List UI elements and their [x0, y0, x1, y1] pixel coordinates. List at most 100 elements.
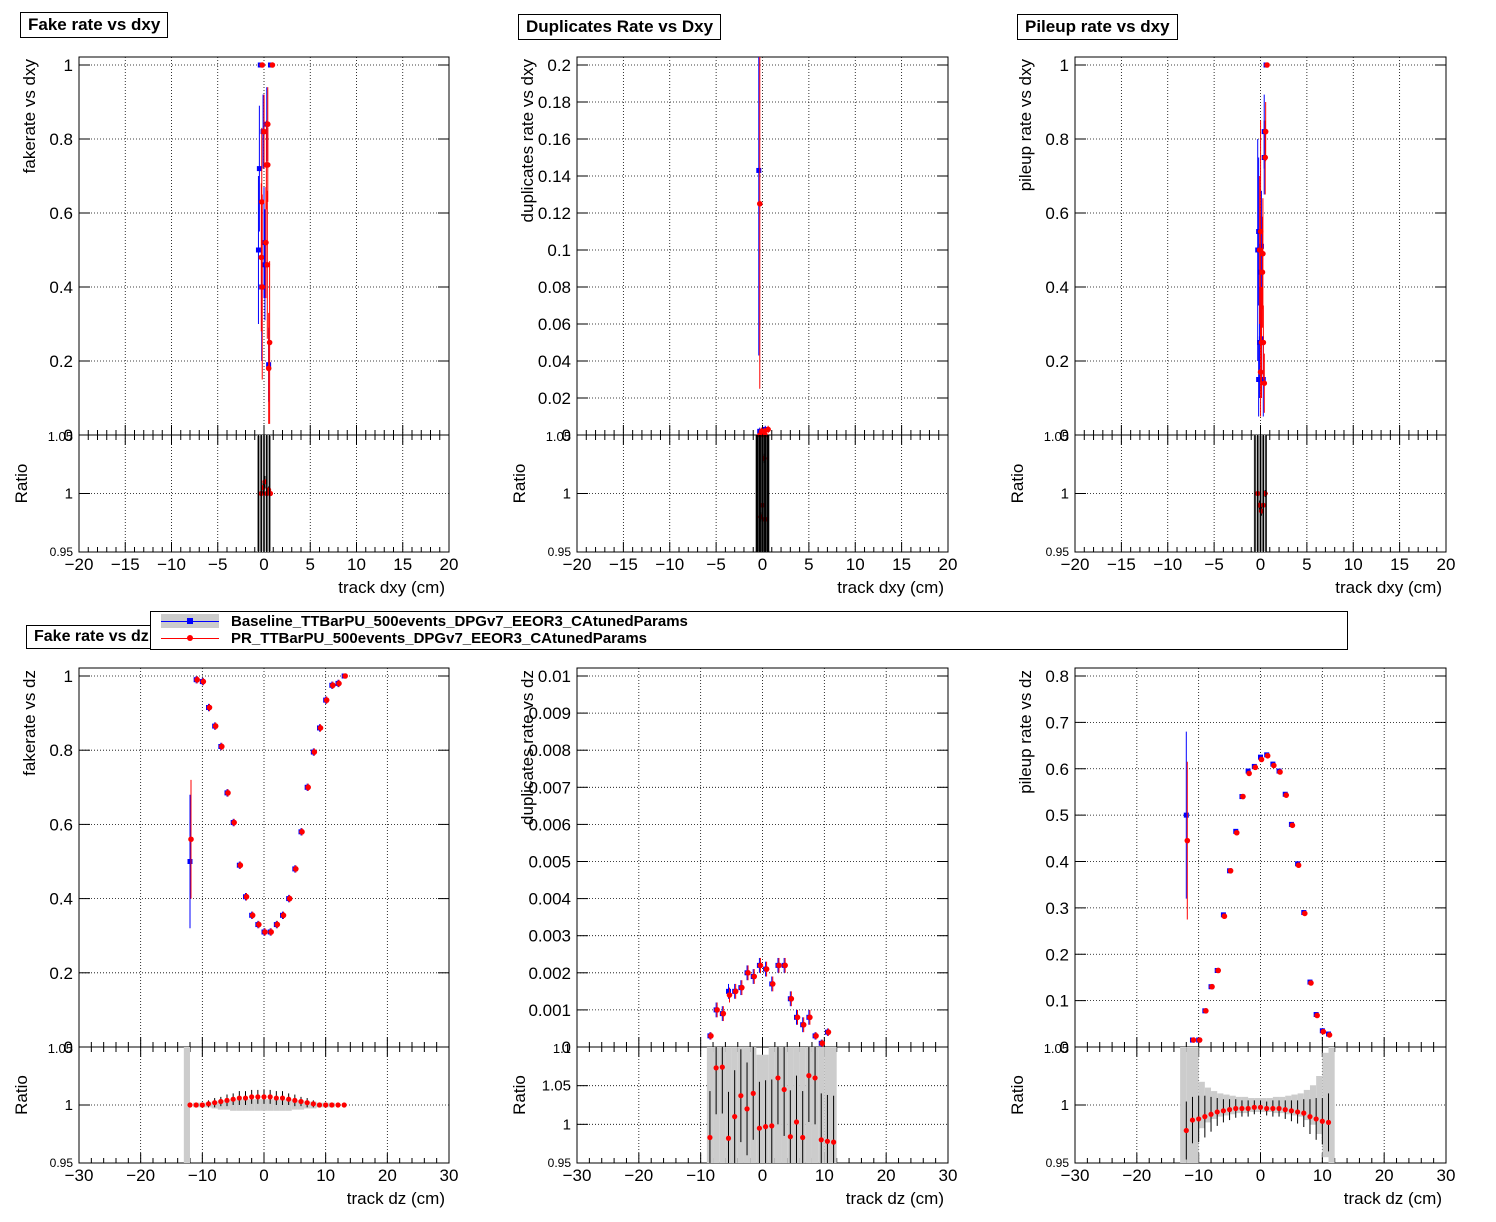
y-tick-label: 0	[562, 426, 571, 445]
pr-marker	[819, 1040, 826, 1047]
pr-marker	[794, 1014, 801, 1021]
ratio-marker	[732, 1114, 738, 1120]
ratio-y-tick-label: 1	[563, 486, 571, 503]
ratio-band-bin	[1279, 1096, 1286, 1114]
x-axis-label: track dz (cm)	[347, 1189, 445, 1208]
ratio-band-bin	[1303, 1089, 1310, 1121]
x-tick-label: −20	[65, 555, 94, 574]
pr-marker	[323, 697, 330, 703]
x-tick-label: 20	[378, 1166, 397, 1185]
ratio-marker	[1325, 1119, 1332, 1125]
pr-marker	[739, 984, 745, 991]
ratio-y-tick-label: 0.95	[548, 1156, 572, 1170]
panel-2: −20 −15 −10 −5 0 5 10 15 20 0 0.2 0.4 0.6 0.8 1 0.95 1 1.…	[1008, 56, 1455, 597]
panel-title-fakerate-dz: Fake rate vs dz	[26, 625, 157, 649]
y-tick-label: 0.14	[538, 167, 571, 186]
ratio-marker	[1295, 1109, 1301, 1115]
ratio-marker	[769, 1123, 775, 1129]
ratio-marker	[261, 1094, 267, 1100]
ratio-marker	[831, 1139, 837, 1145]
ratio-band-bin	[1186, 1047, 1193, 1163]
pr-marker	[237, 862, 244, 869]
pr-marker	[782, 962, 788, 969]
y-tick-label: 0.8	[1045, 130, 1069, 149]
y-tick-label: 0.006	[528, 815, 571, 834]
ratio-axis-label: Ratio	[510, 1075, 529, 1115]
baseline-marker	[756, 167, 762, 173]
ratio-top-tick-label: 1.05	[48, 1041, 73, 1056]
pr-marker	[726, 992, 733, 998]
x-tick-label: 5	[1302, 555, 1311, 574]
ratio-y-tick-label: 1	[563, 1116, 571, 1133]
pr-marker	[1260, 339, 1267, 346]
ratio-marker	[273, 1095, 279, 1101]
x-axis-label: track dz (cm)	[1344, 1189, 1442, 1208]
ratio-marker	[781, 1086, 787, 1093]
x-tick-label: 15	[892, 555, 911, 574]
x-tick-label: 20	[1437, 555, 1456, 574]
y-tick-label: 0	[64, 1038, 73, 1057]
ratio-band-bin	[1204, 1087, 1212, 1123]
pr-marker	[776, 962, 782, 969]
ratio-marker	[1319, 1118, 1325, 1124]
x-tick-label: −30	[563, 1166, 592, 1185]
x-tick-label: −15	[111, 555, 140, 574]
y-tick-label: 0.6	[1045, 204, 1069, 223]
ratio-axis-label: Ratio	[1008, 1075, 1027, 1115]
pr-marker	[720, 1010, 727, 1017]
x-tick-label: 0	[1256, 555, 1265, 574]
ratio-top-tick-label: 1.1	[553, 1041, 571, 1056]
ratio-band-bin	[1272, 1096, 1280, 1114]
pr-marker	[1227, 867, 1234, 874]
pr-marker	[708, 1033, 714, 1039]
y-tick-label: 0.6	[1045, 760, 1069, 779]
ratio-top-tick-label: 1.05	[546, 429, 571, 444]
pr-marker	[1320, 1028, 1327, 1035]
ratio-marker	[249, 1094, 255, 1100]
ratio-marker	[1264, 1105, 1270, 1112]
ratio-y-tick-label: 0.95	[1046, 545, 1070, 559]
ratio-y-tick-label: 1	[65, 486, 73, 503]
y-axis-label: fakerate vs dz	[20, 670, 39, 776]
pr-marker	[1289, 822, 1296, 829]
y-tick-label: 0.4	[1045, 278, 1069, 297]
ratio-marker	[187, 1102, 193, 1108]
ratio-marker	[762, 1124, 769, 1130]
ratio-y-tick-label: 0.95	[50, 1156, 74, 1170]
ratio-marker	[304, 1100, 310, 1106]
ratio-marker	[812, 1075, 818, 1081]
ratio-band-bin	[260, 1099, 268, 1111]
ratio-marker	[806, 1073, 812, 1079]
pr-marker	[1184, 837, 1191, 844]
y-tick-label: 0.2	[547, 56, 571, 75]
ratio-marker	[1276, 1105, 1282, 1112]
pr-marker	[286, 895, 293, 902]
panel-title-duplicates-dxy: Duplicates Rate vs Dxy	[518, 14, 722, 40]
pr-marker	[274, 921, 281, 928]
ratio-marker	[738, 1093, 744, 1099]
pr-marker	[807, 1014, 813, 1021]
y-tick-label: 1	[64, 667, 73, 686]
pr-marker	[258, 254, 265, 261]
x-tick-label: 0	[259, 555, 268, 574]
ratio-marker	[1282, 1107, 1288, 1113]
ratio-top-tick-label: 1.05	[1044, 429, 1069, 444]
y-tick-label: 0.009	[528, 704, 571, 723]
pr-marker	[299, 829, 305, 835]
pr-marker	[1271, 762, 1277, 769]
pr-marker	[305, 784, 311, 791]
pr-marker	[1264, 62, 1270, 68]
pr-marker	[756, 200, 763, 207]
ratio-marker	[1307, 1114, 1313, 1120]
ratio-marker	[310, 1101, 316, 1107]
ratio-marker	[193, 1102, 199, 1108]
x-tick-label: −10	[686, 1166, 715, 1185]
x-tick-label: −30	[1061, 1166, 1090, 1185]
ratio-band-bin	[1211, 1091, 1218, 1119]
ratio-marker	[818, 1137, 824, 1143]
pr-marker	[317, 725, 324, 731]
x-tick-label: 10	[1344, 555, 1363, 574]
x-tick-label: 10	[846, 555, 865, 574]
pr-marker	[765, 426, 771, 433]
